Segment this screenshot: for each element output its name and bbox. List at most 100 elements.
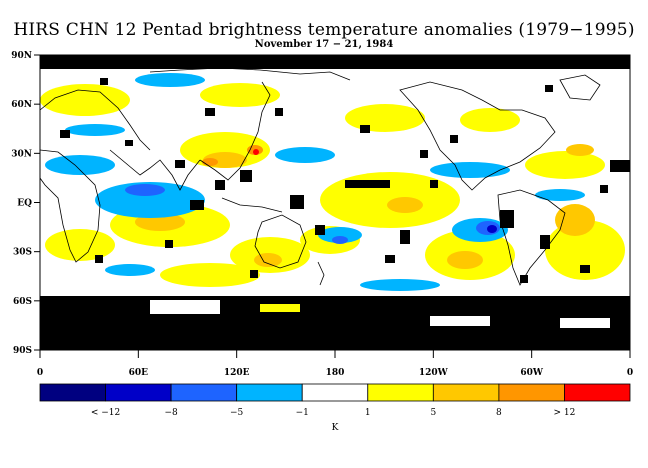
lon-tick-label: 180 [326, 368, 345, 378]
colorbar-swatch [236, 383, 303, 402]
colorbar-tick-label: 8 [496, 408, 502, 418]
missing-data-block [95, 255, 103, 263]
missing-data-block [165, 240, 173, 248]
coastline-indonesia [221, 197, 283, 213]
coastline-east-asia [199, 81, 271, 181]
missing-data-block [250, 270, 258, 278]
missing-data-block [580, 265, 590, 273]
colorbar-tick-label: > 12 [554, 408, 576, 418]
missing-data-block [540, 235, 550, 249]
longitude-axis: 0 60E 120E 180 120W 60W 0 [37, 350, 633, 378]
warmer-anomaly-region [447, 251, 483, 269]
anomaly-map [40, 55, 630, 350]
warmer-anomaly-region [387, 197, 423, 213]
warm-anomaly-region [45, 229, 115, 261]
cool-anomaly-region [135, 73, 205, 87]
lon-tick-label: 0 [37, 368, 43, 378]
missing-data-block [360, 125, 370, 133]
coastline-europe [40, 89, 151, 151]
coastline-australia [254, 214, 307, 269]
missing-data-block [60, 130, 70, 138]
cool-anomaly-region [535, 189, 585, 201]
missing-data-block [430, 180, 438, 188]
lat-tick-label: 60S [13, 297, 32, 307]
coastline-greenland [559, 74, 601, 101]
missing-data-block [385, 255, 395, 263]
missing-data-block [215, 180, 225, 190]
colorbar-tick-label: < −12 [91, 408, 120, 418]
cool-anomaly-region [65, 124, 125, 136]
coastline-south-asia [109, 149, 201, 191]
partial-data-patch [560, 318, 610, 328]
missing-data-block [610, 160, 630, 172]
missing-data-block [500, 210, 514, 228]
missing-data-band-south [40, 296, 630, 350]
warm-anomaly-region [345, 104, 425, 132]
colorbar-swatch [432, 383, 500, 402]
missing-data-block [175, 160, 185, 168]
cool-anomaly-region [430, 162, 510, 178]
warmer-anomaly-region [555, 204, 595, 236]
coastline-north-america [399, 81, 556, 191]
warmer-anomaly-region [566, 144, 594, 156]
lon-tick-label: 120W [419, 368, 449, 378]
colorbar-labels: < −12 −8 −5 −1 1 5 8 > 12 [91, 408, 576, 418]
stronger-cool-anomaly [332, 236, 348, 244]
lon-tick-label: 120E [224, 368, 250, 378]
lat-tick-label: 60N [11, 100, 32, 110]
map-title: HIRS CHN 12 Pentad brightness temperatur… [13, 20, 635, 40]
lon-tick-label: 60E [129, 368, 149, 378]
lat-tick-label: 30S [13, 248, 32, 258]
map-subtitle: November 17 − 21, 1984 [254, 39, 394, 50]
lat-tick-label: 90S [13, 346, 32, 356]
warm-anomaly-region [545, 220, 625, 280]
colorbar-swatch [367, 383, 434, 402]
missing-data-block [520, 275, 528, 283]
lon-tick-label: 0 [627, 368, 633, 378]
warm-anomaly-region [180, 132, 270, 168]
warmer-anomaly-region [254, 253, 282, 267]
cool-anomaly-region [95, 182, 205, 218]
cool-anomaly-region [45, 155, 115, 175]
colorbar-tick-label: 5 [430, 408, 436, 418]
cool-anomaly-region [318, 227, 362, 243]
colorbar-swatch [39, 383, 106, 402]
colorbar-swatch [105, 383, 172, 402]
extreme-warm-anomaly [253, 149, 259, 155]
missing-data-block [450, 135, 458, 143]
missing-data-block [240, 170, 252, 182]
colorbar-swatch [170, 383, 238, 402]
colorbar-swatch [301, 383, 369, 402]
coastline-arctic [149, 67, 351, 81]
latitude-axis: 90N 60N 30N EQ 30S 60S 90S [11, 51, 40, 356]
missing-data-block [345, 180, 390, 188]
missing-data-block [545, 85, 553, 92]
missing-data-block [125, 140, 133, 146]
missing-data-block [400, 230, 410, 244]
colorbar-tick-label: −5 [230, 408, 244, 418]
missing-data-band-north [40, 55, 630, 69]
missing-data-block [100, 78, 108, 85]
stronger-cool-anomaly [125, 184, 165, 196]
missing-data-block [190, 200, 204, 210]
lat-tick-label: 90N [11, 51, 32, 61]
warm-anomaly-region [525, 151, 605, 179]
missing-data-block [420, 150, 428, 158]
lat-tick-label: EQ [17, 199, 32, 209]
lon-tick-label: 60W [520, 368, 544, 378]
strong-cool-anomaly [487, 225, 497, 233]
colorbar [39, 383, 631, 402]
missing-data-block [275, 108, 283, 116]
cool-anomaly-region [105, 264, 155, 276]
cool-anomaly-region [360, 279, 440, 291]
coastline-new-zealand [317, 261, 325, 286]
warm-anomaly-region [40, 84, 130, 116]
lat-tick-label: 30N [11, 149, 32, 159]
strong-warm-anomaly [202, 158, 218, 166]
partial-data-patch [430, 316, 490, 326]
colorbar-tick-label: −8 [164, 408, 178, 418]
partial-data-patch [260, 304, 300, 312]
colorbar-swatch [564, 383, 631, 402]
missing-data-block [205, 108, 215, 116]
